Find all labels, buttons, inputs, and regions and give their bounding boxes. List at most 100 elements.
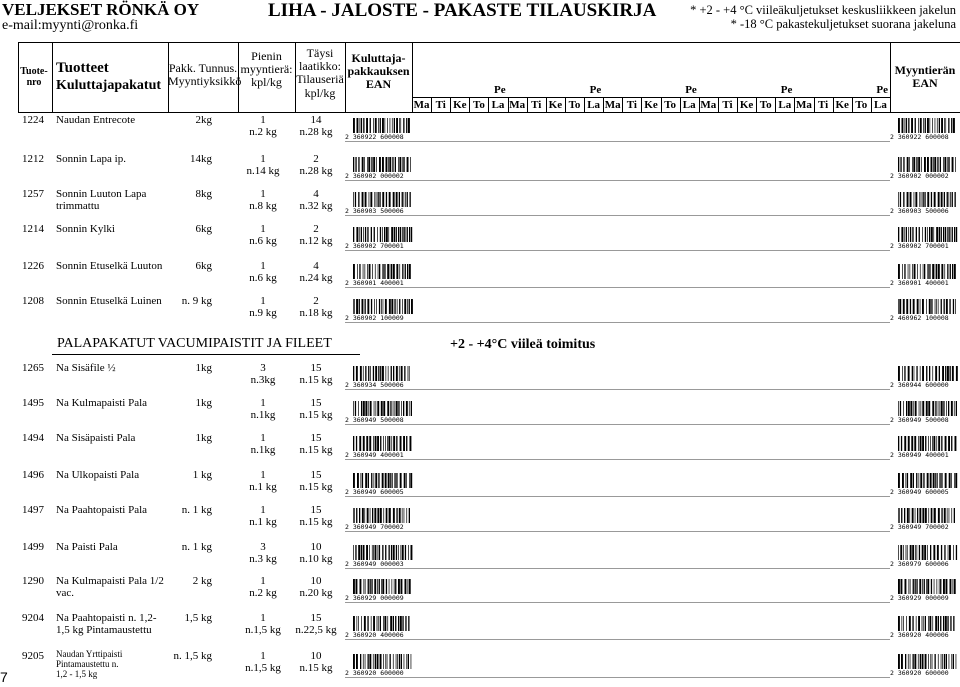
day-label: Ke xyxy=(453,99,467,111)
barcode-number: 2 360902 700001 xyxy=(890,242,949,250)
row-rule xyxy=(345,389,890,390)
min-qty: 1 xyxy=(260,397,266,409)
col-header: Myyntierän EAN xyxy=(894,63,956,91)
barcode-number: 2 360929 000009 xyxy=(345,594,404,602)
week-label: Pe xyxy=(780,84,793,96)
col-header: Kuluttaja-pakkauksen EAN xyxy=(347,51,410,92)
day-label: Ti xyxy=(722,99,733,111)
week-label: Pe xyxy=(876,84,888,96)
full-qty: 2 xyxy=(313,223,319,235)
barcode-number: 2 360949 500008 xyxy=(890,416,949,424)
full-weight: n.15 kg xyxy=(299,662,333,674)
full-qty: 15 xyxy=(310,612,322,624)
rule xyxy=(18,112,960,113)
day-label: Ma xyxy=(509,99,526,111)
barcode xyxy=(353,616,410,631)
product: Sonnin Kylki xyxy=(56,223,115,235)
grid xyxy=(584,97,586,112)
min-qty: 1 xyxy=(260,650,266,662)
pack: 8kg xyxy=(195,188,213,200)
barcode xyxy=(898,299,956,314)
barcode xyxy=(898,545,958,560)
grid xyxy=(660,97,662,112)
full-qty: 15 xyxy=(310,362,322,374)
barcode xyxy=(898,366,958,381)
barcode xyxy=(898,436,957,451)
grid xyxy=(412,97,413,112)
barcode xyxy=(353,264,411,279)
full-qty: 14 xyxy=(310,114,322,126)
row-rule xyxy=(345,459,890,460)
day-label: La xyxy=(778,99,792,111)
barcode xyxy=(353,401,412,416)
barcode-number: 2 360902 000002 xyxy=(345,172,404,180)
day-label: La xyxy=(587,99,601,111)
product: Na Kulmapaisti Pala 1/2 vac. xyxy=(56,575,164,600)
barcode xyxy=(898,227,958,242)
product: Na Paisti Pala xyxy=(56,541,118,553)
barcode xyxy=(898,157,956,172)
rule xyxy=(52,354,360,355)
barcode xyxy=(898,579,956,594)
day-label: Ke xyxy=(835,99,849,111)
note: * +2 - +4 °C viileäkuljetukset keskuslii… xyxy=(690,3,956,17)
row-rule xyxy=(345,322,890,323)
grid xyxy=(603,97,605,112)
barcode xyxy=(353,227,413,242)
full-weight: n.20 kg xyxy=(299,587,333,599)
min-qty: 3 xyxy=(260,541,266,553)
day-label: Ke xyxy=(548,99,563,111)
full-weight: n.18 kg xyxy=(299,307,333,319)
barcode xyxy=(898,654,957,669)
min-qty: 1 xyxy=(260,153,266,165)
product: Naudan Yrttipaisti Pintamaustettu n. 1,2… xyxy=(56,649,123,679)
day-label: To xyxy=(568,99,581,111)
company: VELJEKSET RÖNKÄ OY xyxy=(2,0,200,19)
min-weight: n.1,5 kg xyxy=(245,662,281,674)
grid xyxy=(832,97,834,112)
code: 1494 xyxy=(22,432,44,444)
product: Na Sisäfile ½ xyxy=(56,362,116,374)
barcode-number: 2 360944 600000 xyxy=(890,381,949,389)
row-rule xyxy=(345,141,890,142)
product: Na Sisäpaisti Pala xyxy=(56,432,136,444)
barcode-number: 2 360902 100009 xyxy=(345,314,404,322)
grid xyxy=(431,97,433,112)
barcode-number: 2 360949 600005 xyxy=(890,488,949,496)
pack: 1kg xyxy=(195,432,213,444)
barcode xyxy=(898,192,956,207)
full-qty: 4 xyxy=(313,188,319,200)
code: 1290 xyxy=(22,575,44,587)
day-label: La xyxy=(682,99,696,111)
barcode-number: 2 460962 100008 xyxy=(890,314,949,322)
barcode xyxy=(898,264,956,279)
code: 9204 xyxy=(22,612,44,624)
min-qty: 1 xyxy=(260,612,266,624)
barcode-number: 2 360949 000003 xyxy=(345,560,404,568)
full-weight: n.28 kg xyxy=(299,165,333,177)
col-header: Tuotteet xyxy=(56,60,109,76)
code: 1499 xyxy=(22,541,44,553)
full-weight: n.15 kg xyxy=(299,409,333,421)
grid xyxy=(412,97,890,98)
barcode xyxy=(353,192,411,207)
pack: 1 kg xyxy=(192,469,212,481)
week-label: Pe xyxy=(685,84,697,96)
product: Na Ulkopaisti Pala xyxy=(56,469,140,481)
col-header: Pienin myyntierä: kpl/kg xyxy=(240,49,293,90)
min-weight: n.3kg xyxy=(250,374,276,386)
pack: 2kg xyxy=(195,114,213,126)
day-label: Ma xyxy=(700,99,717,111)
rule xyxy=(18,42,960,43)
day-label: Ke xyxy=(739,99,754,111)
day-label: To xyxy=(473,99,485,111)
grid xyxy=(545,97,547,112)
full-qty: 10 xyxy=(310,541,322,553)
grid xyxy=(168,42,169,112)
day-label: Ma xyxy=(604,99,621,111)
min-qty: 1 xyxy=(260,432,266,444)
product: Na Paahtopaisti n. 1,2-1,5 kg Pintamaust… xyxy=(56,612,157,637)
full-weight: n.12 kg xyxy=(299,235,333,247)
min-qty: 1 xyxy=(260,295,266,307)
